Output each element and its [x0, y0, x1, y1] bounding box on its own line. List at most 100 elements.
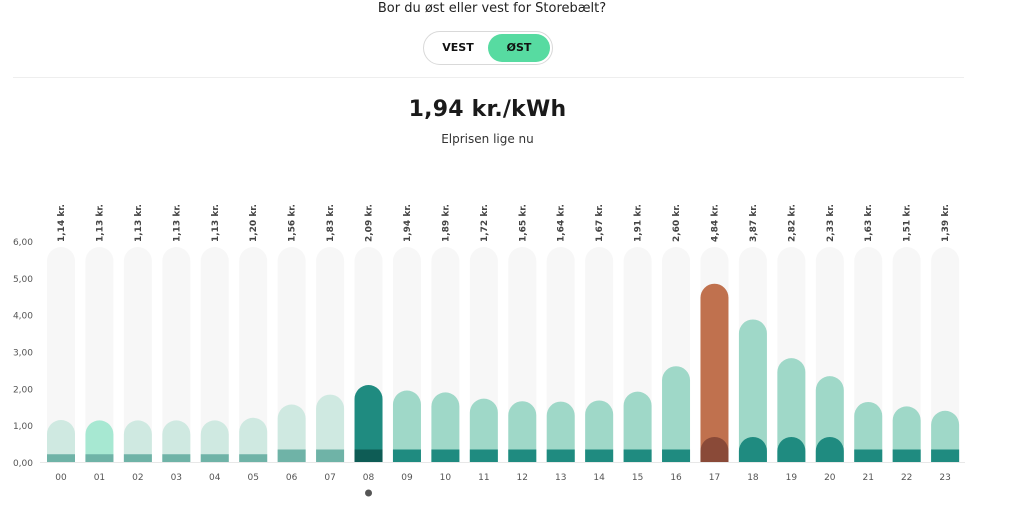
x-tick-label: 21	[863, 473, 874, 483]
price-bar-base-20	[815, 436, 844, 462]
x-tick-label: 23	[939, 473, 950, 483]
x-tick-label: 07	[324, 473, 335, 483]
price-bar-base-18	[738, 436, 767, 462]
x-tick-label: 06	[286, 473, 298, 483]
price-bar-base-15	[623, 449, 652, 462]
value-label: 2,60 kr.	[672, 204, 682, 242]
value-label: 1,13 kr.	[95, 204, 105, 242]
toggle-option-vest[interactable]: VEST	[442, 41, 474, 54]
value-label: 2,82 kr.	[787, 204, 797, 242]
x-tick-label: 11	[478, 473, 489, 483]
price-bar-base-00	[47, 454, 75, 462]
x-tick-label: 04	[209, 473, 221, 483]
price-bar-base-01	[85, 454, 114, 462]
x-tick-label: 00	[55, 473, 67, 483]
value-label: 1,13 kr.	[172, 204, 182, 242]
value-label: 1,13 kr.	[134, 204, 144, 242]
value-label: 2,33 kr.	[826, 204, 836, 242]
value-label: 1,13 kr.	[211, 204, 221, 242]
bar-track[interactable]	[85, 247, 114, 462]
price-bar-07[interactable]	[316, 394, 345, 462]
bar-track[interactable]	[123, 247, 152, 462]
price-bar-base-08	[354, 449, 383, 462]
y-tick-label: 1,00	[13, 422, 33, 432]
bar-track[interactable]	[892, 247, 921, 462]
price-bar-02[interactable]	[123, 420, 152, 462]
price-bar-22[interactable]	[892, 406, 921, 462]
price-bar-21[interactable]	[854, 401, 883, 462]
x-tick-label: 16	[670, 473, 682, 483]
x-tick-label: 19	[786, 473, 798, 483]
price-bar-base-16	[662, 449, 691, 462]
price-bar-base-10	[431, 449, 460, 462]
region-toggle[interactable]: VEST ØST	[423, 31, 553, 65]
x-tick-label: 12	[517, 473, 528, 483]
x-tick-label: 17	[709, 473, 720, 483]
price-bar-base-05	[239, 454, 268, 462]
price-bar-17[interactable]	[700, 283, 729, 462]
price-bar-08[interactable]	[354, 385, 383, 462]
x-tick-label: 20	[824, 473, 836, 483]
x-tick-label: 08	[363, 473, 375, 483]
price-chart: 0,00 1,00 2,00 3,00 4,00 5,00 6,00 1,14 kr. 00 1,…	[13, 204, 965, 497]
x-tick-label: 14	[593, 473, 605, 483]
price-bar-base-09	[392, 449, 421, 462]
price-bar-base-13	[546, 449, 575, 462]
y-tick-label: 5,00	[13, 275, 33, 285]
price-bar-09[interactable]	[392, 390, 421, 462]
divider	[13, 77, 964, 78]
value-label: 2,09 kr.	[365, 204, 375, 242]
y-tick-label: 2,00	[13, 385, 33, 395]
toggle-option-ost[interactable]: ØST	[488, 34, 550, 62]
x-tick-label: 13	[555, 473, 566, 483]
price-bar-03[interactable]	[162, 420, 191, 462]
price-bar-05[interactable]	[239, 417, 268, 462]
bar-track[interactable]	[47, 247, 75, 462]
value-label: 1,64 kr.	[557, 204, 567, 242]
current-price: 1,94 kr./kWh	[408, 97, 567, 122]
price-bar-10[interactable]	[431, 392, 460, 462]
bar-track[interactable]	[162, 247, 191, 462]
price-bar-19[interactable]	[777, 358, 806, 462]
value-label: 4,84 kr.	[710, 204, 720, 242]
price-bar-16[interactable]	[662, 366, 691, 462]
price-bar-base-02	[123, 454, 152, 462]
price-bar-base-03	[162, 454, 191, 462]
value-label: 1,63 kr.	[864, 204, 874, 242]
price-bar-00[interactable]	[47, 420, 75, 462]
x-tick-label: 09	[401, 473, 413, 483]
price-bar-01[interactable]	[85, 420, 114, 462]
price-bar-base-23	[931, 449, 960, 462]
price-bar-12[interactable]	[508, 401, 537, 462]
price-bar-base-22	[892, 449, 921, 462]
price-bar-base-07	[316, 449, 345, 462]
value-label: 1,94 kr.	[403, 204, 413, 242]
price-bar-23[interactable]	[931, 410, 960, 462]
price-bar-base-06	[277, 449, 306, 462]
y-tick-label: 6,00	[13, 238, 33, 248]
value-label: 1,91 kr.	[634, 204, 644, 242]
x-tick-label: 18	[747, 473, 759, 483]
price-bar-04[interactable]	[200, 420, 229, 462]
bar-track[interactable]	[931, 247, 960, 462]
x-tick-label: 15	[632, 473, 643, 483]
price-bar-18[interactable]	[738, 319, 767, 462]
x-tick-label: 03	[171, 473, 182, 483]
value-label: 1,83 kr.	[326, 204, 336, 242]
y-tick-label: 4,00	[13, 312, 33, 322]
bar-track[interactable]	[239, 247, 268, 462]
price-bar-13[interactable]	[546, 401, 575, 462]
price-bar-15[interactable]	[623, 391, 652, 462]
x-tick-label: 10	[440, 473, 452, 483]
price-bar-14[interactable]	[585, 400, 614, 462]
x-tick-label: 05	[247, 473, 258, 483]
price-bar-base-11	[469, 449, 498, 462]
current-price-caption: Elprisen lige nu	[441, 132, 534, 146]
price-bar-06[interactable]	[277, 404, 306, 462]
x-tick-label: 02	[132, 473, 143, 483]
value-label: 1,65 kr.	[518, 204, 528, 242]
bar-track[interactable]	[200, 247, 229, 462]
value-label: 1,20 kr.	[249, 204, 259, 242]
value-label: 1,67 kr.	[595, 204, 605, 242]
price-bar-11[interactable]	[469, 398, 498, 462]
